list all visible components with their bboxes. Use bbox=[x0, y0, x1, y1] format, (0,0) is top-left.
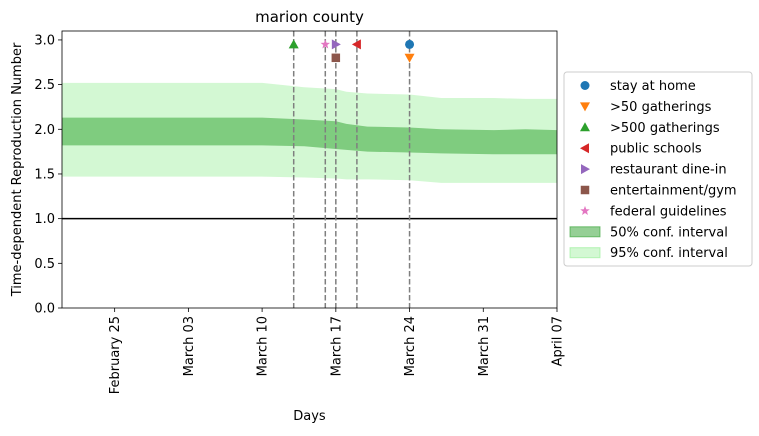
y-tick-label: 2.0 bbox=[34, 123, 55, 138]
x-tick-label: March 24 bbox=[403, 316, 418, 376]
x-tick-label: March 17 bbox=[329, 316, 344, 376]
intervention-marker bbox=[404, 53, 415, 63]
legend-band-swatch bbox=[569, 247, 601, 259]
chart-title: marion county bbox=[255, 8, 364, 26]
x-tick-label: March 03 bbox=[182, 316, 197, 376]
legend-marker bbox=[580, 102, 590, 112]
legend-label: 50% conf. interval bbox=[610, 225, 728, 240]
y-tick-label: 1.0 bbox=[34, 212, 55, 227]
x-axis-label: Days bbox=[293, 409, 326, 424]
legend-marker bbox=[581, 164, 590, 175]
legend-marker bbox=[580, 205, 590, 215]
intervention-marker bbox=[331, 53, 341, 63]
x-tick-label: March 31 bbox=[477, 316, 492, 376]
legend-label: >50 gatherings bbox=[610, 100, 712, 115]
plot-frame bbox=[61, 30, 558, 309]
y-tick-label: 3.0 bbox=[34, 33, 55, 48]
x-tick-label: March 10 bbox=[256, 316, 271, 376]
legend-label: entertainment/gym bbox=[610, 184, 737, 199]
y-tick-label: 1.5 bbox=[34, 167, 55, 182]
legend-label: federal guidelines bbox=[610, 204, 727, 219]
legend-marker bbox=[580, 81, 590, 90]
intervention-marker bbox=[331, 39, 341, 50]
legend-marker bbox=[580, 122, 590, 132]
intervention-marker bbox=[320, 39, 331, 49]
legend-label: restaurant dine-in bbox=[610, 163, 727, 178]
legend-box bbox=[563, 71, 753, 267]
intervention-marker bbox=[351, 39, 361, 50]
legend-marker bbox=[580, 185, 590, 195]
y-tick-label: 2.5 bbox=[34, 78, 55, 93]
legend-marker bbox=[580, 143, 589, 154]
legend-label: 95% conf. interval bbox=[610, 246, 728, 261]
legend-label: >500 gatherings bbox=[610, 121, 720, 136]
intervention-marker bbox=[288, 39, 299, 49]
legend-label: public schools bbox=[610, 142, 702, 157]
ci50-band bbox=[62, 117, 557, 155]
y-axis-label: Time-dependent Reproduction Number bbox=[10, 42, 25, 297]
intervention-marker bbox=[405, 39, 415, 49]
y-tick-label: 0.0 bbox=[34, 302, 55, 317]
x-tick-label: April 07 bbox=[551, 316, 566, 366]
x-tick-label: February 25 bbox=[108, 316, 123, 394]
y-tick-label: 0.5 bbox=[34, 257, 55, 272]
legend-band-swatch bbox=[569, 226, 601, 238]
legend-label: stay at home bbox=[610, 79, 696, 94]
